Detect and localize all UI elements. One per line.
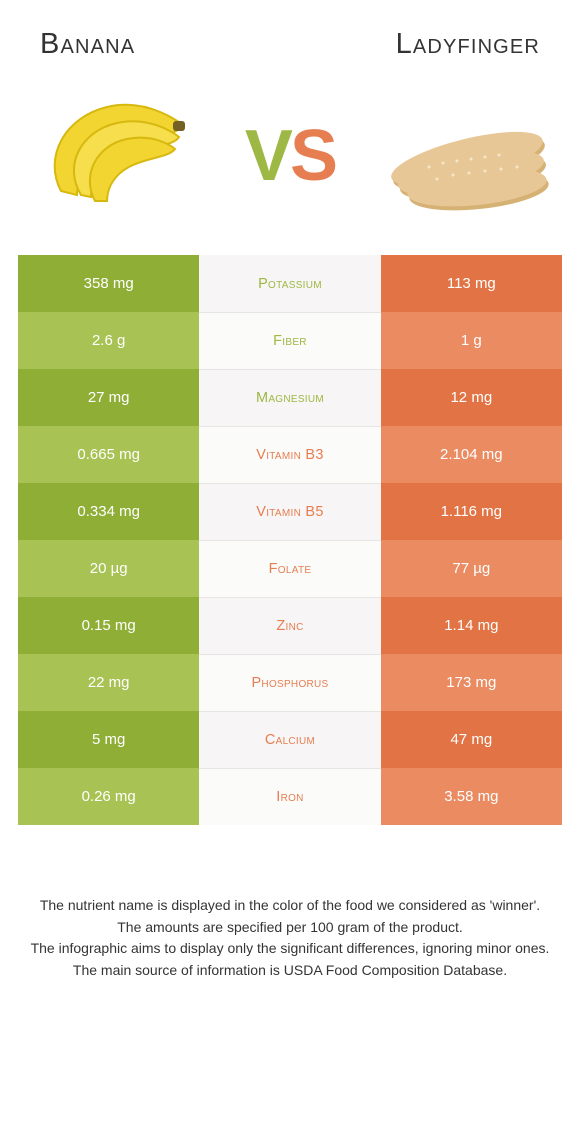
table-cell-right: 1 g [381, 312, 562, 369]
table-cell-left: 27 mg [18, 369, 199, 426]
vs-letter-v: V [245, 115, 290, 197]
table-cell-nutrient: Fiber [199, 312, 380, 369]
table-cell-left: 22 mg [18, 654, 199, 711]
footer-notes: The nutrient name is displayed in the co… [18, 895, 562, 982]
table-cell-nutrient: Vitamin B3 [199, 426, 380, 483]
table-cell-left: 20 µg [18, 540, 199, 597]
footer-line: The infographic aims to display only the… [28, 938, 552, 960]
table-cell-left: 0.15 mg [18, 597, 199, 654]
table-cell-nutrient: Calcium [199, 711, 380, 768]
title-left: Banana [40, 28, 135, 61]
footer-line: The main source of information is USDA F… [28, 960, 552, 982]
header: Banana Ladyfinger [18, 0, 562, 61]
title-right: Ladyfinger [396, 28, 540, 61]
table-row: 0.15 mgZinc1.14 mg [18, 597, 562, 654]
table-cell-nutrient: Zinc [199, 597, 380, 654]
table-row: 0.26 mgIron3.58 mg [18, 768, 562, 825]
table-row: 5 mgCalcium47 mg [18, 711, 562, 768]
table-row: 2.6 gFiber1 g [18, 312, 562, 369]
table-cell-right: 77 µg [381, 540, 562, 597]
table-cell-left: 0.334 mg [18, 483, 199, 540]
vs-label: VS [245, 115, 335, 197]
table-cell-nutrient: Iron [199, 768, 380, 825]
table-row: 0.665 mgVitamin B32.104 mg [18, 426, 562, 483]
table-cell-nutrient: Folate [199, 540, 380, 597]
table-cell-nutrient: Potassium [199, 255, 380, 312]
table-cell-right: 2.104 mg [381, 426, 562, 483]
left-food-illustration [18, 71, 208, 241]
table-row: 27 mgMagnesium12 mg [18, 369, 562, 426]
table-cell-right: 1.14 mg [381, 597, 562, 654]
nutrient-table: 358 mgPotassium113 mg2.6 gFiber1 g27 mgM… [18, 255, 562, 825]
table-row: 0.334 mgVitamin B51.116 mg [18, 483, 562, 540]
table-row: 22 mgPhosphorus173 mg [18, 654, 562, 711]
table-row: 20 µgFolate77 µg [18, 540, 562, 597]
vs-row: VS [18, 71, 562, 255]
table-cell-right: 47 mg [381, 711, 562, 768]
footer-line: The nutrient name is displayed in the co… [28, 895, 552, 917]
table-cell-nutrient: Vitamin B5 [199, 483, 380, 540]
table-cell-left: 0.665 mg [18, 426, 199, 483]
table-cell-right: 173 mg [381, 654, 562, 711]
table-cell-nutrient: Magnesium [199, 369, 380, 426]
table-cell-right: 3.58 mg [381, 768, 562, 825]
right-food-illustration [372, 71, 562, 241]
table-cell-left: 0.26 mg [18, 768, 199, 825]
table-cell-right: 1.116 mg [381, 483, 562, 540]
footer-line: The amounts are specified per 100 gram o… [28, 917, 552, 939]
table-cell-nutrient: Phosphorus [199, 654, 380, 711]
vs-letter-s: S [290, 115, 335, 197]
table-row: 358 mgPotassium113 mg [18, 255, 562, 312]
table-cell-right: 113 mg [381, 255, 562, 312]
banana-icon [55, 104, 185, 200]
ladyfinger-icon [386, 120, 550, 215]
table-cell-left: 358 mg [18, 255, 199, 312]
table-cell-left: 5 mg [18, 711, 199, 768]
table-cell-left: 2.6 g [18, 312, 199, 369]
table-cell-right: 12 mg [381, 369, 562, 426]
